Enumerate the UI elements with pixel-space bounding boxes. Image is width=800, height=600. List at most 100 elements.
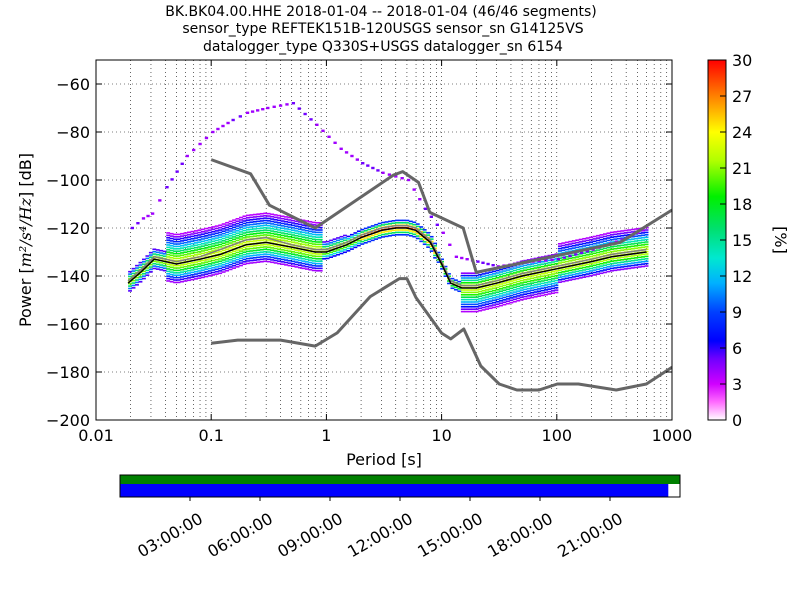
heatmap-cell bbox=[176, 243, 181, 245]
heatmap-cell bbox=[464, 303, 469, 306]
heatmap-cell bbox=[304, 232, 309, 234]
heatmap-cell bbox=[471, 308, 476, 310]
heatmap-cell bbox=[537, 283, 542, 285]
heatmap-cell bbox=[343, 246, 347, 249]
heatmap-cell bbox=[627, 234, 632, 236]
heatmap-cell bbox=[406, 178, 411, 182]
heatmap-cell bbox=[228, 266, 233, 268]
heatmap-cell bbox=[185, 154, 189, 158]
heatmap-cell bbox=[297, 266, 302, 269]
heatmap-cell bbox=[398, 234, 403, 236]
heatmap-cell bbox=[325, 240, 330, 243]
x-tick-label: 100 bbox=[542, 426, 573, 445]
heatmap-cell bbox=[578, 267, 583, 270]
heatmap-cell bbox=[322, 243, 327, 246]
noise-model-low-line bbox=[211, 277, 672, 392]
heatmap-cell bbox=[159, 261, 164, 264]
heatmap-cell bbox=[388, 220, 392, 223]
heatmap-cell bbox=[398, 222, 403, 224]
heatmap-cell bbox=[561, 275, 566, 278]
heatmap-cell bbox=[242, 258, 247, 261]
heatmap-cell bbox=[193, 261, 198, 263]
heatmap-cell bbox=[266, 232, 271, 234]
heatmap-cell bbox=[519, 282, 524, 284]
heatmap-cell bbox=[540, 280, 545, 282]
heatmap-cell bbox=[141, 263, 146, 265]
heatmap-cell bbox=[582, 264, 587, 266]
heatmap-cell bbox=[200, 247, 205, 250]
heatmap-cell bbox=[606, 261, 611, 263]
heatmap-cell bbox=[551, 292, 555, 295]
heatmap-cell bbox=[547, 254, 552, 257]
heatmap-cell bbox=[616, 259, 621, 262]
heatmap-cell bbox=[214, 232, 219, 235]
heatmap-cell bbox=[620, 232, 625, 235]
heatmap-cell bbox=[578, 245, 583, 248]
heatmap-cell bbox=[499, 271, 503, 273]
heatmap-cell bbox=[308, 237, 313, 240]
heatmap-cell bbox=[592, 252, 597, 255]
heatmap-cell bbox=[291, 236, 295, 239]
heatmap-cell bbox=[200, 266, 205, 269]
heatmap-cell bbox=[197, 229, 202, 231]
heatmap-cell bbox=[190, 242, 195, 245]
heatmap-cell bbox=[329, 254, 334, 256]
heatmap-cell bbox=[329, 242, 334, 244]
heatmap-cell bbox=[259, 224, 264, 227]
heatmap-cell bbox=[256, 215, 261, 218]
heatmap-cell bbox=[568, 243, 573, 245]
heatmap-cell bbox=[287, 233, 292, 236]
heatmap-cell bbox=[578, 255, 583, 258]
heatmap-cell bbox=[492, 289, 496, 292]
heatmap-cell bbox=[523, 295, 528, 298]
heatmap-cell bbox=[564, 241, 569, 244]
heatmap-cell bbox=[630, 238, 635, 240]
heatmap-cell bbox=[284, 230, 288, 233]
heatmap-cell bbox=[495, 277, 500, 279]
heatmap-cell bbox=[356, 244, 361, 247]
heatmap-cell bbox=[294, 254, 299, 256]
heatmap-cell bbox=[481, 287, 486, 290]
heatmap-cell bbox=[433, 257, 438, 259]
heatmap-cell bbox=[166, 234, 171, 237]
heatmap-cell bbox=[627, 231, 632, 234]
heatmap-cell bbox=[232, 250, 236, 253]
heatmap-cell bbox=[190, 278, 195, 281]
heatmap-cell bbox=[627, 258, 632, 260]
heatmap-cell bbox=[173, 243, 178, 245]
heatmap-cell bbox=[291, 255, 295, 258]
heatmap-cell bbox=[460, 282, 465, 284]
heatmap-cell bbox=[294, 261, 299, 263]
heatmap-cell bbox=[277, 250, 282, 253]
heatmap-cell bbox=[308, 256, 313, 259]
heatmap-cell bbox=[544, 277, 548, 279]
heatmap-cell bbox=[391, 229, 396, 232]
heatmap-cell bbox=[412, 235, 417, 238]
heatmap-cell bbox=[596, 249, 600, 251]
heatmap-cell bbox=[551, 282, 555, 285]
heatmap-cell bbox=[197, 241, 202, 243]
heatmap-cell bbox=[589, 267, 594, 270]
heatmap-cell bbox=[242, 249, 247, 251]
heatmap-cell bbox=[620, 258, 625, 261]
heatmap-cell bbox=[315, 229, 320, 231]
heatmap-cell bbox=[547, 290, 552, 293]
heatmap-cell bbox=[474, 301, 479, 303]
heatmap-cell bbox=[623, 258, 628, 261]
heatmap-cell bbox=[162, 253, 167, 255]
heatmap-cell bbox=[412, 231, 417, 233]
heatmap-cell bbox=[232, 240, 236, 243]
heatmap-cell bbox=[467, 301, 472, 303]
heatmap-cell bbox=[211, 257, 216, 259]
heatmap-cell bbox=[166, 265, 171, 268]
heatmap-cell bbox=[245, 236, 250, 238]
heatmap-cell bbox=[294, 232, 299, 235]
heatmap-cell bbox=[166, 239, 171, 241]
heatmap-cell bbox=[159, 252, 164, 254]
heatmap-cell bbox=[152, 260, 157, 263]
heatmap-cell bbox=[488, 293, 493, 295]
heatmap-cell bbox=[415, 237, 420, 240]
heatmap-cell bbox=[568, 250, 573, 253]
heatmap-cell bbox=[395, 229, 399, 231]
heatmap-cell bbox=[551, 285, 555, 287]
